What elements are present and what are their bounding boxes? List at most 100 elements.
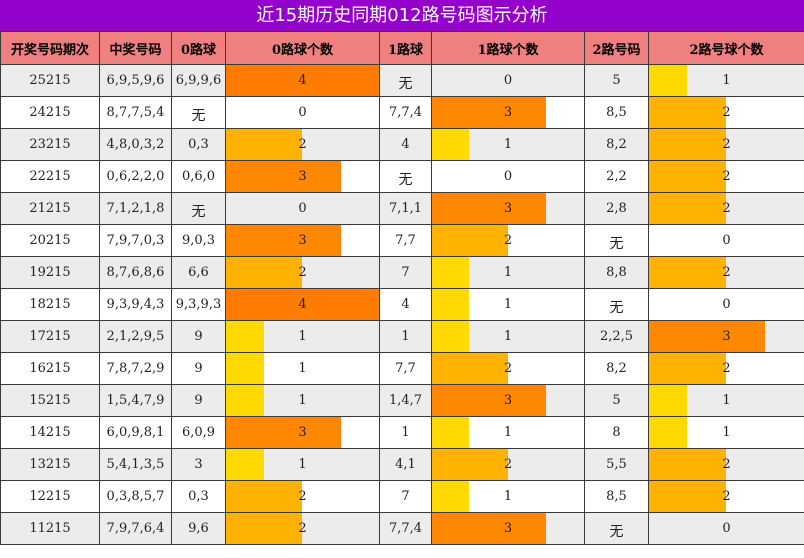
count-value: 2 bbox=[298, 265, 307, 280]
issue-cell: 18215 bbox=[0, 288, 100, 321]
count-bar bbox=[432, 385, 546, 416]
route1-count-cell: 3 bbox=[431, 384, 585, 417]
route1-balls-cell: 4 bbox=[379, 288, 432, 321]
analysis-table: 开奖号码期次 中奖号码 0路球 0路球个数 1路球 1路球个数 2路号码 2路号… bbox=[0, 31, 804, 545]
count-value: 1 bbox=[503, 425, 513, 440]
table-row: 24215 8,7,7,5,4 无 0 7,7,4 3 8,5 2 bbox=[0, 96, 804, 129]
table-row: 11215 7,9,7,6,4 9,6 2 7,7,4 3 无 0 bbox=[0, 512, 804, 545]
route1-balls-cell: 1 bbox=[379, 416, 432, 449]
count-value: 1 bbox=[503, 265, 513, 280]
count-value: 3 bbox=[503, 521, 513, 536]
issue-cell: 16215 bbox=[0, 352, 100, 385]
route1-count-cell: 2 bbox=[431, 448, 585, 481]
count-value: 0 bbox=[298, 201, 307, 216]
count-value: 1 bbox=[298, 393, 307, 408]
count-bar bbox=[226, 289, 379, 320]
route1-count-cell: 3 bbox=[431, 512, 585, 545]
count-bar bbox=[649, 65, 687, 96]
route0-balls-cell: 9 bbox=[171, 320, 226, 353]
count-bar bbox=[432, 193, 546, 224]
count-bar bbox=[226, 225, 341, 256]
route2-balls-cell: 8,8 bbox=[584, 256, 649, 289]
route0-balls-cell: 无 bbox=[171, 192, 226, 225]
count-value: 1 bbox=[298, 457, 307, 472]
count-value: 1 bbox=[722, 73, 731, 88]
route2-count-cell: 2 bbox=[648, 256, 804, 289]
numbers-cell: 7,9,7,6,4 bbox=[99, 512, 172, 545]
count-value: 0 bbox=[503, 73, 513, 88]
header-route0-balls: 0路球 bbox=[171, 31, 226, 65]
route2-count-cell: 0 bbox=[648, 288, 804, 321]
route1-count-cell: 1 bbox=[431, 320, 585, 353]
table-row: 12215 0,3,8,5,7 0,3 2 7 1 8,5 2 bbox=[0, 480, 804, 513]
header-route0-count: 0路球个数 bbox=[225, 31, 380, 65]
route0-balls-cell: 无 bbox=[171, 96, 226, 129]
route2-count-cell: 2 bbox=[648, 352, 804, 385]
count-value: 2 bbox=[722, 169, 731, 184]
count-bar bbox=[432, 129, 469, 160]
route2-balls-cell: 无 bbox=[584, 512, 649, 545]
route1-balls-cell: 无 bbox=[379, 160, 432, 193]
table-row: 16215 7,8,7,2,9 9 1 7,7 2 8,2 2 bbox=[0, 352, 804, 385]
count-value: 3 bbox=[503, 393, 513, 408]
count-value: 2 bbox=[298, 521, 307, 536]
count-value: 2 bbox=[722, 265, 731, 280]
numbers-cell: 7,8,7,2,9 bbox=[99, 352, 172, 385]
route1-count-cell: 0 bbox=[431, 64, 585, 97]
count-bar bbox=[649, 257, 726, 288]
route0-count-cell: 3 bbox=[225, 160, 380, 193]
count-bar bbox=[226, 129, 302, 160]
count-value: 2 bbox=[722, 201, 731, 216]
route0-count-cell: 0 bbox=[225, 96, 380, 129]
page-title: 近15期历史同期012路号码图示分析 bbox=[0, 0, 804, 31]
route2-balls-cell: 8,5 bbox=[584, 96, 649, 129]
route0-balls-cell: 6,9,9,6 bbox=[171, 64, 226, 97]
issue-cell: 21215 bbox=[0, 192, 100, 225]
count-value: 2 bbox=[722, 361, 731, 376]
route0-count-cell: 0 bbox=[225, 192, 380, 225]
count-value: 1 bbox=[298, 329, 307, 344]
count-value: 4 bbox=[298, 73, 307, 88]
issue-cell: 23215 bbox=[0, 128, 100, 161]
count-bar bbox=[432, 417, 469, 448]
table-row: 23215 4,8,0,3,2 0,3 2 4 1 8,2 2 bbox=[0, 128, 804, 161]
count-bar bbox=[432, 449, 508, 480]
numbers-cell: 0,3,8,5,7 bbox=[99, 480, 172, 513]
count-bar bbox=[432, 321, 469, 352]
route1-balls-cell: 1 bbox=[379, 320, 432, 353]
route0-balls-cell: 3 bbox=[171, 448, 226, 481]
table-row: 15215 1,5,4,7,9 9 1 1,4,7 3 5 1 bbox=[0, 384, 804, 417]
count-bar bbox=[432, 97, 546, 128]
numbers-cell: 1,5,4,7,9 bbox=[99, 384, 172, 417]
table-header-row: 开奖号码期次 中奖号码 0路球 0路球个数 1路球 1路球个数 2路号码 2路号… bbox=[0, 31, 804, 65]
count-value: 2 bbox=[298, 489, 307, 504]
route0-count-cell: 4 bbox=[225, 64, 380, 97]
count-bar bbox=[432, 257, 469, 288]
route0-count-cell: 1 bbox=[225, 448, 380, 481]
count-value: 0 bbox=[722, 521, 731, 536]
route1-balls-cell: 7,7,4 bbox=[379, 512, 432, 545]
route2-balls-cell: 5 bbox=[584, 384, 649, 417]
issue-cell: 11215 bbox=[0, 512, 100, 545]
count-value: 1 bbox=[503, 489, 513, 504]
issue-cell: 17215 bbox=[0, 320, 100, 353]
table-row: 13215 5,4,1,3,5 3 1 4,1 2 5,5 2 bbox=[0, 448, 804, 481]
count-value: 3 bbox=[298, 425, 307, 440]
count-bar bbox=[432, 513, 546, 544]
count-bar bbox=[432, 289, 469, 320]
route1-balls-cell: 7,7 bbox=[379, 352, 432, 385]
table-row: 20215 7,9,7,0,3 9,0,3 3 7,7 2 无 0 bbox=[0, 224, 804, 257]
route1-balls-cell: 7 bbox=[379, 480, 432, 513]
count-bar bbox=[649, 449, 726, 480]
issue-cell: 13215 bbox=[0, 448, 100, 481]
numbers-cell: 7,1,2,1,8 bbox=[99, 192, 172, 225]
table-row: 18215 9,3,9,4,3 9,3,9,3 4 4 1 无 0 bbox=[0, 288, 804, 321]
count-bar bbox=[226, 353, 264, 384]
count-bar bbox=[649, 417, 687, 448]
numbers-cell: 6,0,9,8,1 bbox=[99, 416, 172, 449]
count-bar bbox=[649, 161, 726, 192]
count-value: 0 bbox=[722, 297, 731, 312]
count-bar bbox=[226, 161, 341, 192]
count-bar bbox=[226, 65, 379, 96]
